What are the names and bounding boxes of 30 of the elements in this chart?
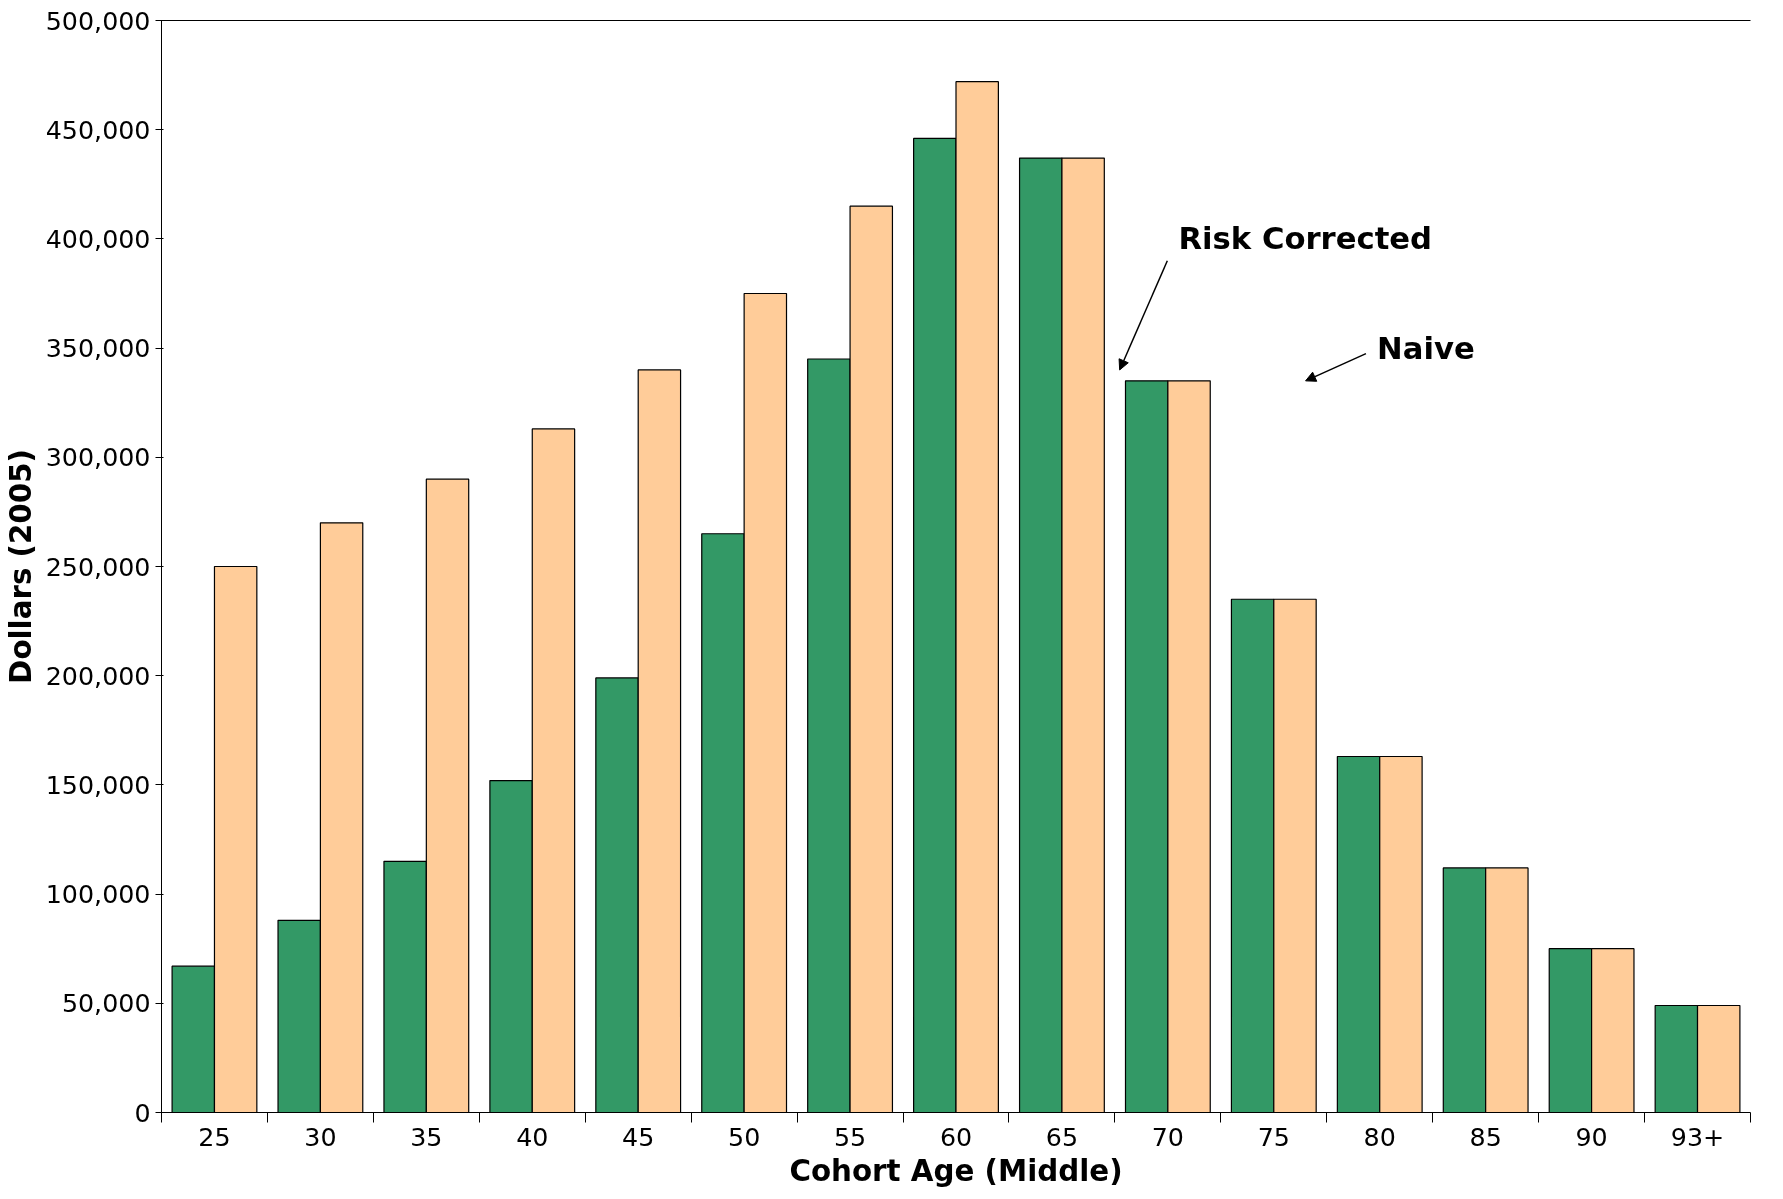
y-tick-label: 150,000 — [45, 769, 151, 800]
y-tick-label: 350,000 — [45, 333, 151, 364]
x-tick-label: 80 — [1363, 1121, 1396, 1152]
x-tick-label: 65 — [1045, 1121, 1079, 1152]
y-tick-label: 450,000 — [45, 114, 151, 145]
y-tick-label: 300,000 — [45, 442, 151, 473]
y-tick-label: 400,000 — [45, 223, 151, 254]
x-tick-label: 60 — [939, 1121, 973, 1152]
annotation: Naive — [1377, 330, 1475, 366]
x-tick-label: 30 — [304, 1121, 337, 1152]
x-tick-label: 45 — [622, 1121, 655, 1152]
y-tick-label: 200,000 — [45, 660, 151, 691]
y-tick-label: 250,000 — [45, 551, 151, 582]
x-tick-label: 35 — [410, 1121, 443, 1152]
x-tick-label: 93+ — [1670, 1121, 1725, 1152]
x-tick-label: 25 — [198, 1121, 231, 1152]
x-tick-label: 50 — [728, 1121, 761, 1152]
y-axis-title: Dollars (2005) — [3, 449, 38, 684]
x-tick-label: 55 — [833, 1121, 867, 1152]
annotation: Risk Corrected — [1178, 221, 1433, 257]
x-tick-label: 75 — [1257, 1121, 1290, 1152]
x-tick-label: 70 — [1151, 1121, 1184, 1152]
y-tick-label: 500,000 — [45, 5, 151, 36]
x-tick-label: 85 — [1469, 1121, 1502, 1152]
x-tick-label: 40 — [516, 1121, 549, 1152]
y-tick-label: 50,000 — [61, 988, 151, 1019]
x-axis-title: Cohort Age (Middle) — [789, 1153, 1123, 1188]
x-tick-label: 90 — [1575, 1121, 1608, 1152]
y-tick-label: 0 — [134, 1097, 151, 1128]
y-tick-label: 100,000 — [45, 879, 151, 910]
